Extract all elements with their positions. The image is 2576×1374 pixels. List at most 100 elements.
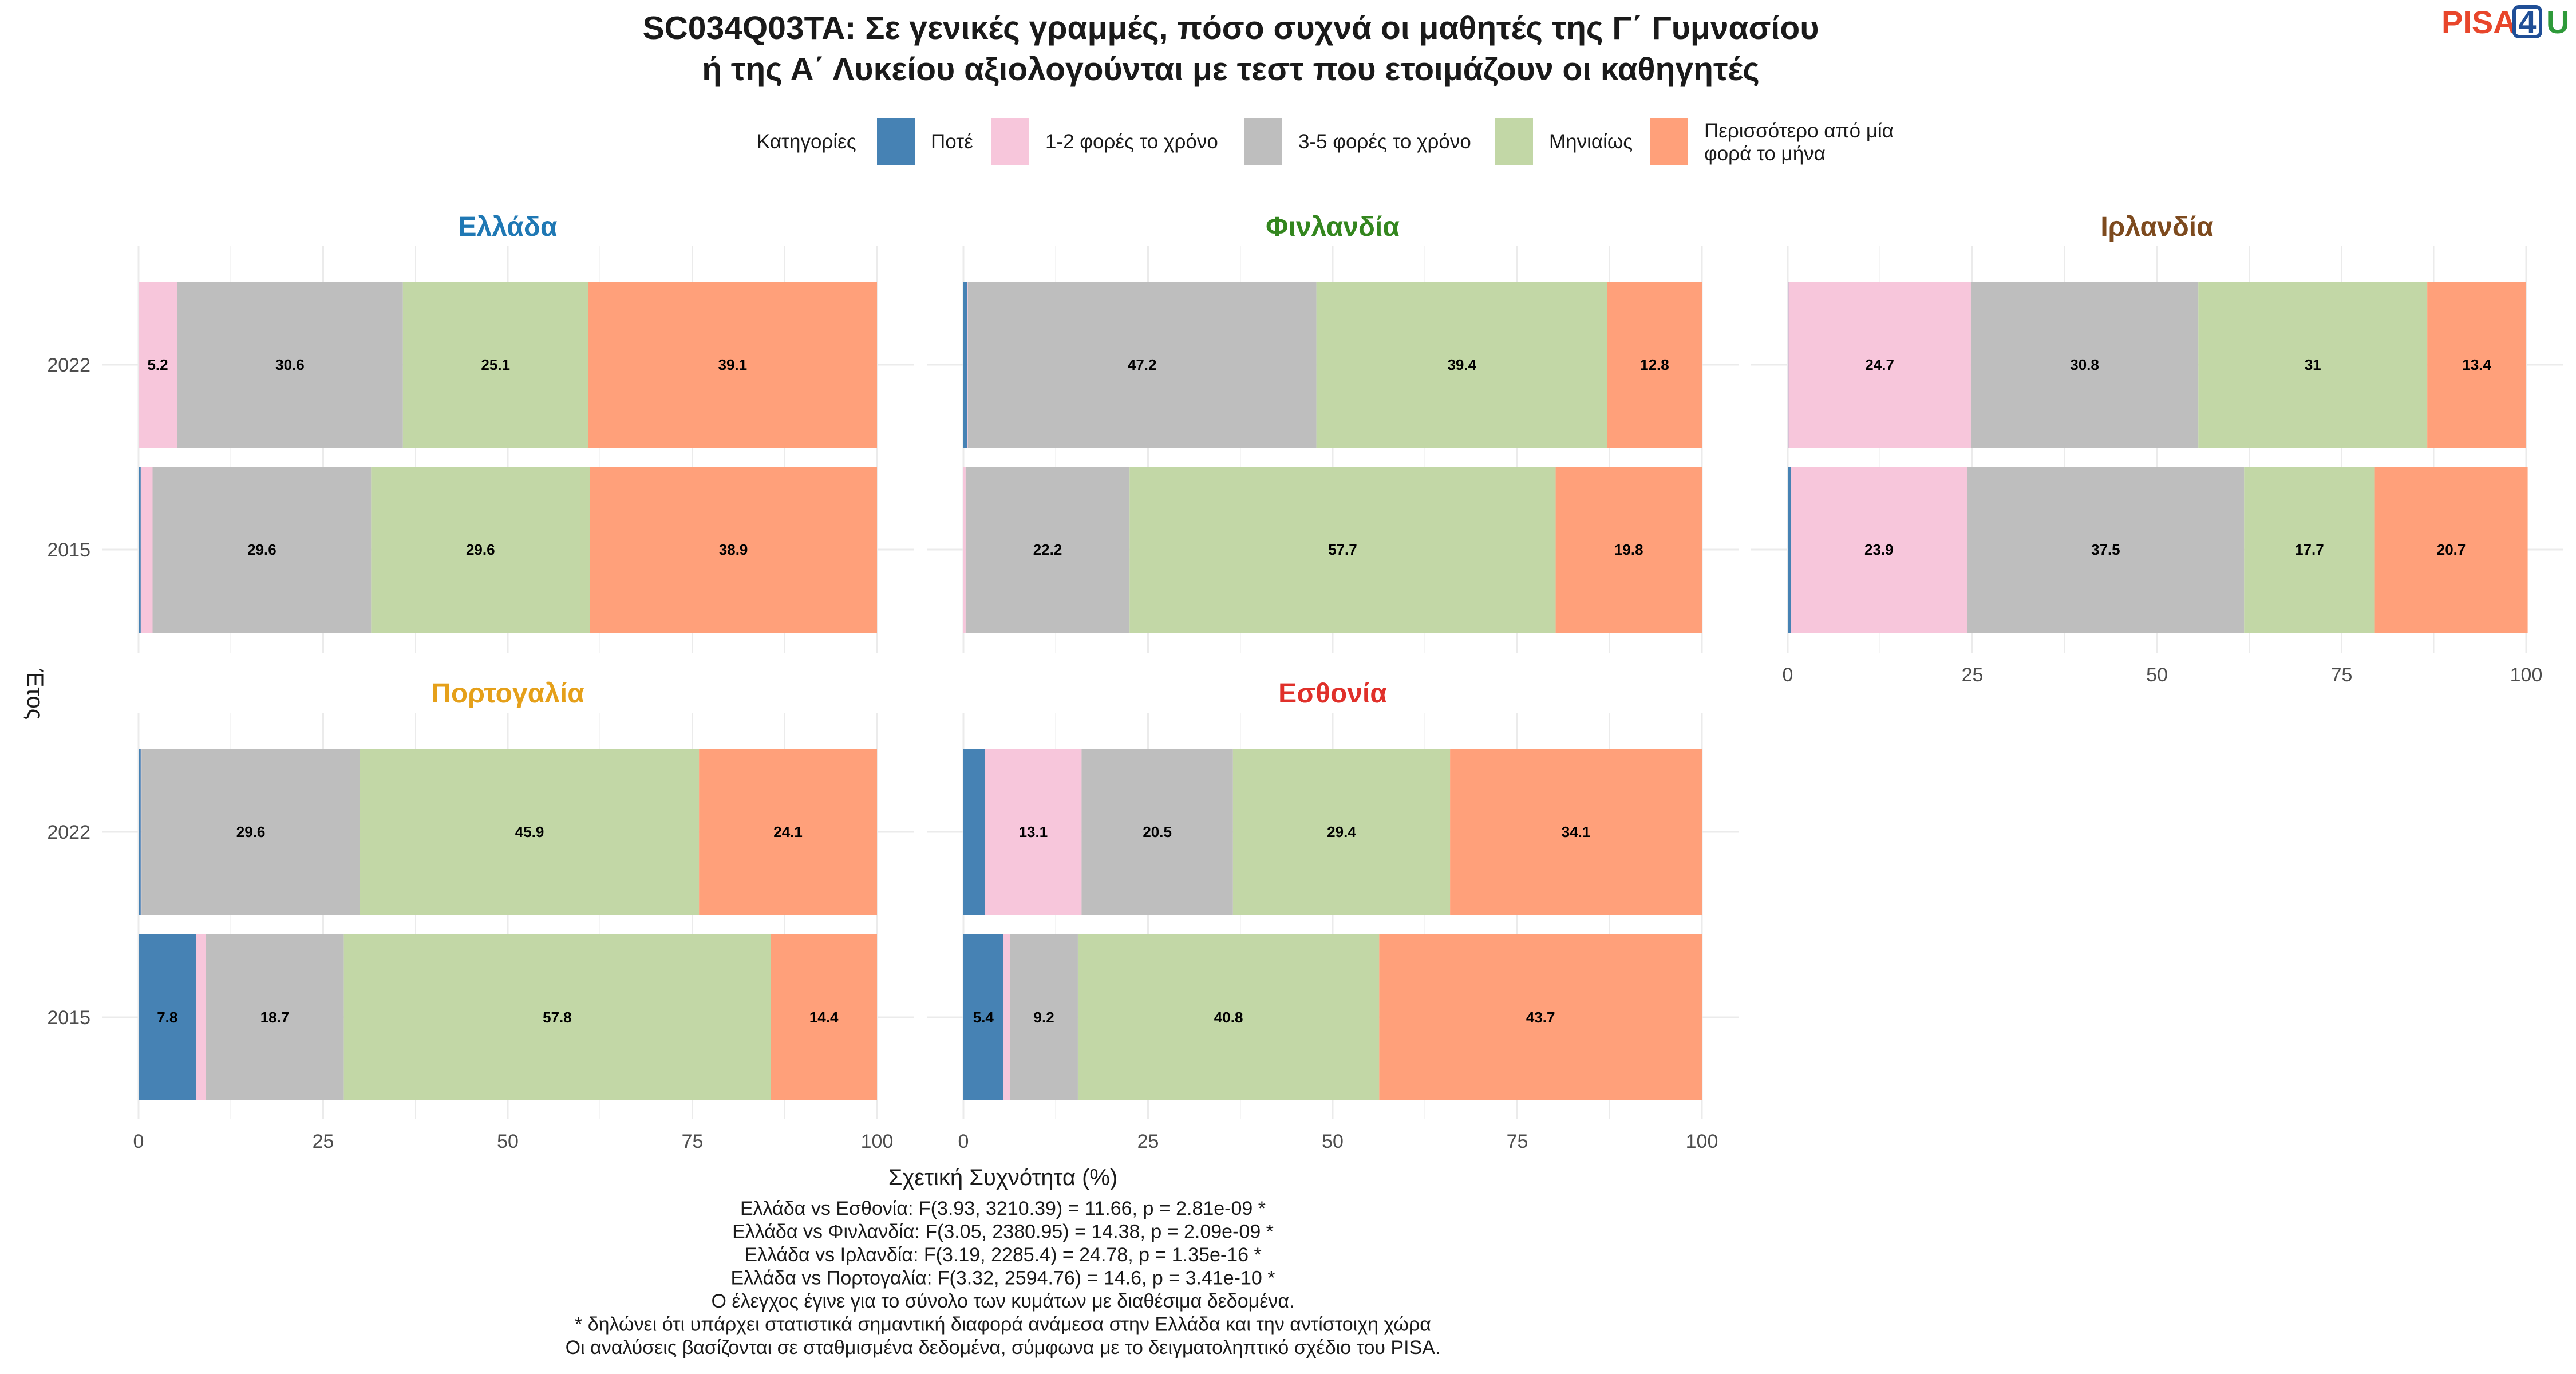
bar-segment-y12 (140, 467, 153, 633)
bar-segment-more (1607, 282, 1702, 448)
bar-label: 34.1 (1562, 823, 1591, 840)
x-tick-label: 75 (2331, 664, 2353, 686)
bar-segment-more (1555, 467, 1702, 633)
bar-label: 17.7 (2295, 541, 2324, 558)
bar-label: 5.2 (147, 356, 168, 373)
bar-label: 29.6 (466, 541, 495, 558)
x-tick-label: 0 (133, 1131, 144, 1152)
x-tick-label: 0 (958, 1131, 969, 1152)
bar-segment-y35 (152, 467, 372, 633)
panel-title: Εσθονία (1278, 678, 1387, 709)
bar-label: 39.4 (1447, 356, 1476, 373)
bar-label: 9.2 (1034, 1009, 1054, 1026)
x-tick-label: 75 (682, 1131, 704, 1152)
legend-swatch-y12 (991, 118, 1029, 165)
logo-suffix: U (2546, 4, 2569, 40)
footnote-line: Ελλάδα vs Πορτογαλία: F(3.32, 2594.76) =… (731, 1268, 1275, 1289)
bar-segment-monthly (2198, 282, 2428, 448)
bar-label: 29.4 (1327, 823, 1356, 840)
x-tick-label: 25 (313, 1131, 334, 1152)
bar-segment-y35 (1081, 749, 1233, 915)
bar-label: 30.8 (2070, 356, 2099, 373)
y-axis-title: Έτος (22, 669, 48, 720)
footnote-line: Ελλάδα vs Φινλανδία: F(3.05, 2380.95) = … (732, 1221, 1274, 1243)
bar-segment-monthly (360, 749, 700, 915)
bar-label: 7.8 (157, 1009, 177, 1026)
bar-segment-more (1450, 749, 1702, 915)
panel-2: Φινλανδία 47.2 39.4 12.8 22.2 57.7 19.8 (927, 212, 1739, 653)
bar-label: 29.6 (247, 541, 276, 558)
panel-1: Ελλάδα 5.2 30.6 25.1 39.1 2022 29.6 29.6 38.9 201… (47, 212, 914, 653)
bar-label: 47.2 (1128, 356, 1157, 373)
panel-title: Ελλάδα (459, 212, 558, 242)
bar-segment-y35 (141, 749, 360, 915)
legend-label-more-1: Περισσότερο από μία (1704, 120, 1894, 142)
legend-label-more-2: φορά το μήνα (1704, 143, 1826, 165)
bar-label: 20.7 (2437, 541, 2466, 558)
bar-label: 12.8 (1640, 356, 1669, 373)
pisa-logo: PISA 4 U (2441, 4, 2569, 40)
bar-segment-never (139, 934, 196, 1100)
panels: Ελλάδα 5.2 30.6 25.1 39.1 2022 29.6 29.6 38.9 201… (47, 212, 2563, 1152)
bar-label: 29.6 (236, 823, 266, 840)
legend-title: Κατηγορίες (757, 131, 856, 153)
bar-segment-more (2374, 467, 2528, 633)
panel-title: Φινλανδία (1266, 212, 1400, 242)
legend-label-never: Ποτέ (931, 131, 973, 153)
bar-segment-never (963, 934, 1003, 1100)
bar-segment-y12 (196, 934, 206, 1100)
bar-segment-never (139, 467, 141, 633)
x-axis-title: Σχετική Συχνότητα (%) (888, 1165, 1118, 1190)
bar-segment-more (699, 749, 877, 915)
bar-segment-y35 (1967, 467, 2245, 633)
x-tick-label: 100 (2510, 664, 2543, 686)
bar-segment-more (771, 934, 877, 1100)
y-tick-label: 2022 (47, 822, 90, 843)
legend-swatch-monthly (1495, 118, 1533, 165)
bar-segment-monthly (371, 467, 590, 633)
bar-segment-monthly (402, 282, 588, 448)
bar-segment-never (139, 749, 141, 915)
bar-label: 45.9 (515, 823, 544, 840)
bar-segment-monthly (2244, 467, 2375, 633)
legend-swatch-more (1650, 118, 1688, 165)
legend-label-y35: 3-5 φορές το χρόνο (1298, 131, 1471, 153)
y-tick-label: 2015 (47, 539, 90, 561)
bar-label: 57.8 (543, 1009, 572, 1026)
x-tick-label: 100 (861, 1131, 894, 1152)
bar-label: 37.5 (2091, 541, 2120, 558)
bar-segment-more (1379, 934, 1702, 1100)
bar-label: 31 (2305, 356, 2321, 373)
logo-badge: 4 (2518, 4, 2536, 40)
bar-label: 23.9 (1864, 541, 1894, 558)
panel-title: Πορτογαλία (431, 678, 584, 709)
x-tick-label: 75 (1507, 1131, 1528, 1152)
bar-label: 20.5 (1143, 823, 1172, 840)
legend-swatch-y35 (1244, 118, 1282, 165)
bar-label: 19.8 (1614, 541, 1643, 558)
bar-label: 5.4 (973, 1009, 994, 1026)
bar-segment-y35 (206, 934, 344, 1100)
legend-swatch-never (877, 118, 915, 165)
bar-segment-y12 (963, 467, 966, 633)
footnote-line: * δηλώνει ότι υπάρχει στατιστικά σημαντι… (575, 1314, 1431, 1336)
bar-label: 18.7 (260, 1009, 290, 1026)
logo-text: PISA (2441, 4, 2516, 40)
x-tick-label: 25 (1137, 1131, 1159, 1152)
bar-segment-monthly (1129, 467, 1556, 633)
bar-label: 13.1 (1019, 823, 1048, 840)
legend-label-monthly: Μηνιαίως (1549, 131, 1633, 153)
bar-label: 38.9 (719, 541, 748, 558)
footnotes: Ελλάδα vs Εσθονία: F(3.93, 3210.39) = 11… (566, 1198, 1441, 1359)
legend-label-y12: 1-2 φορές το χρόνο (1045, 131, 1218, 153)
y-tick-label: 2015 (47, 1007, 90, 1029)
bar-label: 24.1 (773, 823, 803, 840)
bar-segment-y35 (965, 467, 1130, 633)
bar-segment-y12 (1788, 282, 1971, 448)
bar-segment-more (2427, 282, 2526, 448)
bar-segment-monthly (1316, 282, 1607, 448)
bar-segment-y12 (985, 749, 1082, 915)
panel-title: Ιρλανδία (2100, 212, 2214, 242)
bar-segment-more (588, 282, 877, 448)
bar-segment-y35 (1970, 282, 2199, 448)
